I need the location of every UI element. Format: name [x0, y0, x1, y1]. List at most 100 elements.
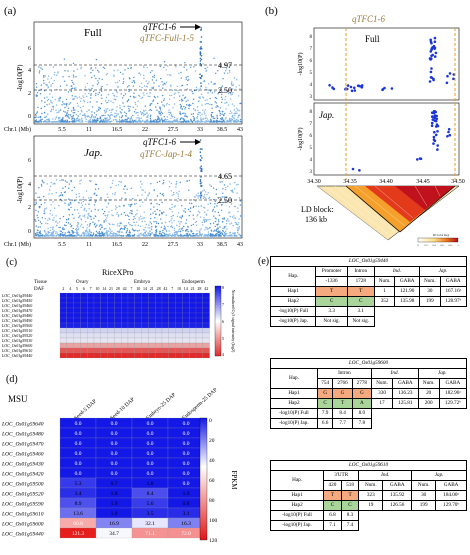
snp-point — [124, 192, 126, 194]
snp-point — [170, 112, 172, 115]
snp-point — [90, 117, 92, 119]
peak-snp-point — [199, 62, 202, 65]
snp-point — [109, 231, 112, 233]
heatmap-cell — [59, 302, 67, 309]
snp-point — [95, 215, 97, 218]
heatmap-cell — [114, 322, 122, 329]
snp-point — [190, 229, 192, 231]
snp-point — [191, 121, 193, 123]
peak-snp-point — [199, 159, 202, 161]
jap-threshold-low: 2.50 — [218, 196, 232, 205]
snp-point — [135, 202, 137, 205]
snp-point — [46, 104, 48, 106]
snp-point — [179, 103, 182, 106]
snp-point — [98, 188, 100, 190]
regional-snp — [430, 42, 433, 45]
heatmap-cell — [195, 312, 203, 319]
snp-point — [179, 118, 182, 121]
snp-point — [211, 107, 213, 110]
heatmap-cell — [121, 322, 129, 329]
msu-heatmap: (d) MSU Seed-5 DAP Seed-10 DAP Embryo-25… — [1, 374, 238, 544]
snp-point — [103, 210, 106, 213]
snp-point — [193, 117, 195, 119]
snp-point — [61, 118, 64, 121]
ind-gaba: 126.56 — [382, 500, 413, 511]
snp-point — [75, 193, 78, 196]
snp-point — [111, 232, 113, 235]
snp-point — [221, 101, 223, 104]
num-header: Num. — [419, 276, 441, 287]
snp-point — [147, 95, 149, 98]
fpkm-value: 0.0 — [183, 441, 190, 447]
snp-point — [101, 234, 103, 237]
snp-point — [161, 211, 163, 214]
snp-point — [171, 194, 173, 197]
snp-point — [129, 235, 132, 237]
snp-point — [137, 117, 140, 119]
heatmap-cell — [66, 352, 74, 359]
snp-point — [58, 226, 60, 229]
snp-point — [45, 115, 48, 117]
heatmap-cell — [195, 307, 203, 314]
d-heatmap-rows: LOC_Os01g59640 0.0 0.0 0.0 0.0LOC_Os01g59480… — [1, 417, 205, 539]
snp-point — [74, 95, 76, 98]
snp-point — [140, 180, 142, 183]
heatmap-cell — [134, 347, 142, 354]
snp-point — [181, 227, 184, 229]
snp-point — [149, 117, 152, 120]
snp-point — [197, 192, 199, 194]
snp-point — [50, 90, 53, 92]
heatmap-cell — [80, 307, 88, 314]
heatmap-cell — [195, 327, 203, 334]
snp-point — [143, 235, 145, 237]
snp-point — [68, 183, 71, 185]
heatmap-cell — [161, 347, 169, 354]
chr-label-full: Chr.1 (Mb) — [4, 126, 31, 133]
snp-point — [150, 223, 153, 225]
snp-point — [177, 193, 179, 195]
snp-point — [235, 222, 237, 224]
panel-b: (b) qTFC1-6 Full 8 7 6 5 4 3 -log10(P) J… — [255, 0, 470, 250]
snp-point — [204, 211, 206, 213]
heatmap-cell — [141, 322, 149, 329]
snp-point — [106, 84, 108, 86]
snp-point — [139, 205, 141, 208]
snp-point — [145, 80, 147, 82]
d-gene-label: LOC_Os01g59420 — [1, 471, 44, 478]
snp-point — [66, 105, 68, 107]
full-title: Full — [84, 27, 102, 39]
fpkm-value: 0.0 — [75, 471, 82, 477]
snp-point — [177, 197, 179, 200]
heatmap-cell — [100, 327, 108, 334]
ld-heatmap — [316, 185, 460, 241]
snp-point — [199, 231, 201, 234]
snp-point — [49, 121, 51, 123]
full-ytick-4: 4 — [28, 68, 31, 74]
heatmap-cell — [100, 297, 108, 304]
snp-point — [229, 183, 231, 185]
snp-point — [76, 209, 79, 211]
snp-point — [98, 225, 101, 227]
heatmap-cell — [202, 337, 210, 344]
snp-point — [121, 197, 123, 199]
snp-point — [192, 98, 195, 100]
snp-point — [73, 234, 75, 237]
snp-point — [84, 117, 87, 119]
regional-full — [328, 36, 456, 93]
snp-point — [47, 231, 49, 233]
b-full-ytick: 3 — [310, 95, 313, 100]
snp-point — [123, 105, 125, 108]
snp-point — [165, 230, 168, 233]
allele: C — [316, 398, 334, 409]
heatmap-cell — [114, 307, 122, 314]
heatmap-cell — [87, 302, 95, 309]
snp-point — [62, 76, 64, 78]
snp-point — [98, 108, 100, 111]
snp-point — [43, 76, 45, 78]
snp-point — [46, 183, 48, 185]
b-jap-ytick: 5 — [310, 146, 313, 151]
b-xtick: 34.30 — [307, 179, 321, 185]
snp-point — [153, 120, 156, 122]
snp-point — [151, 232, 153, 234]
heatmap-cell — [189, 312, 197, 319]
